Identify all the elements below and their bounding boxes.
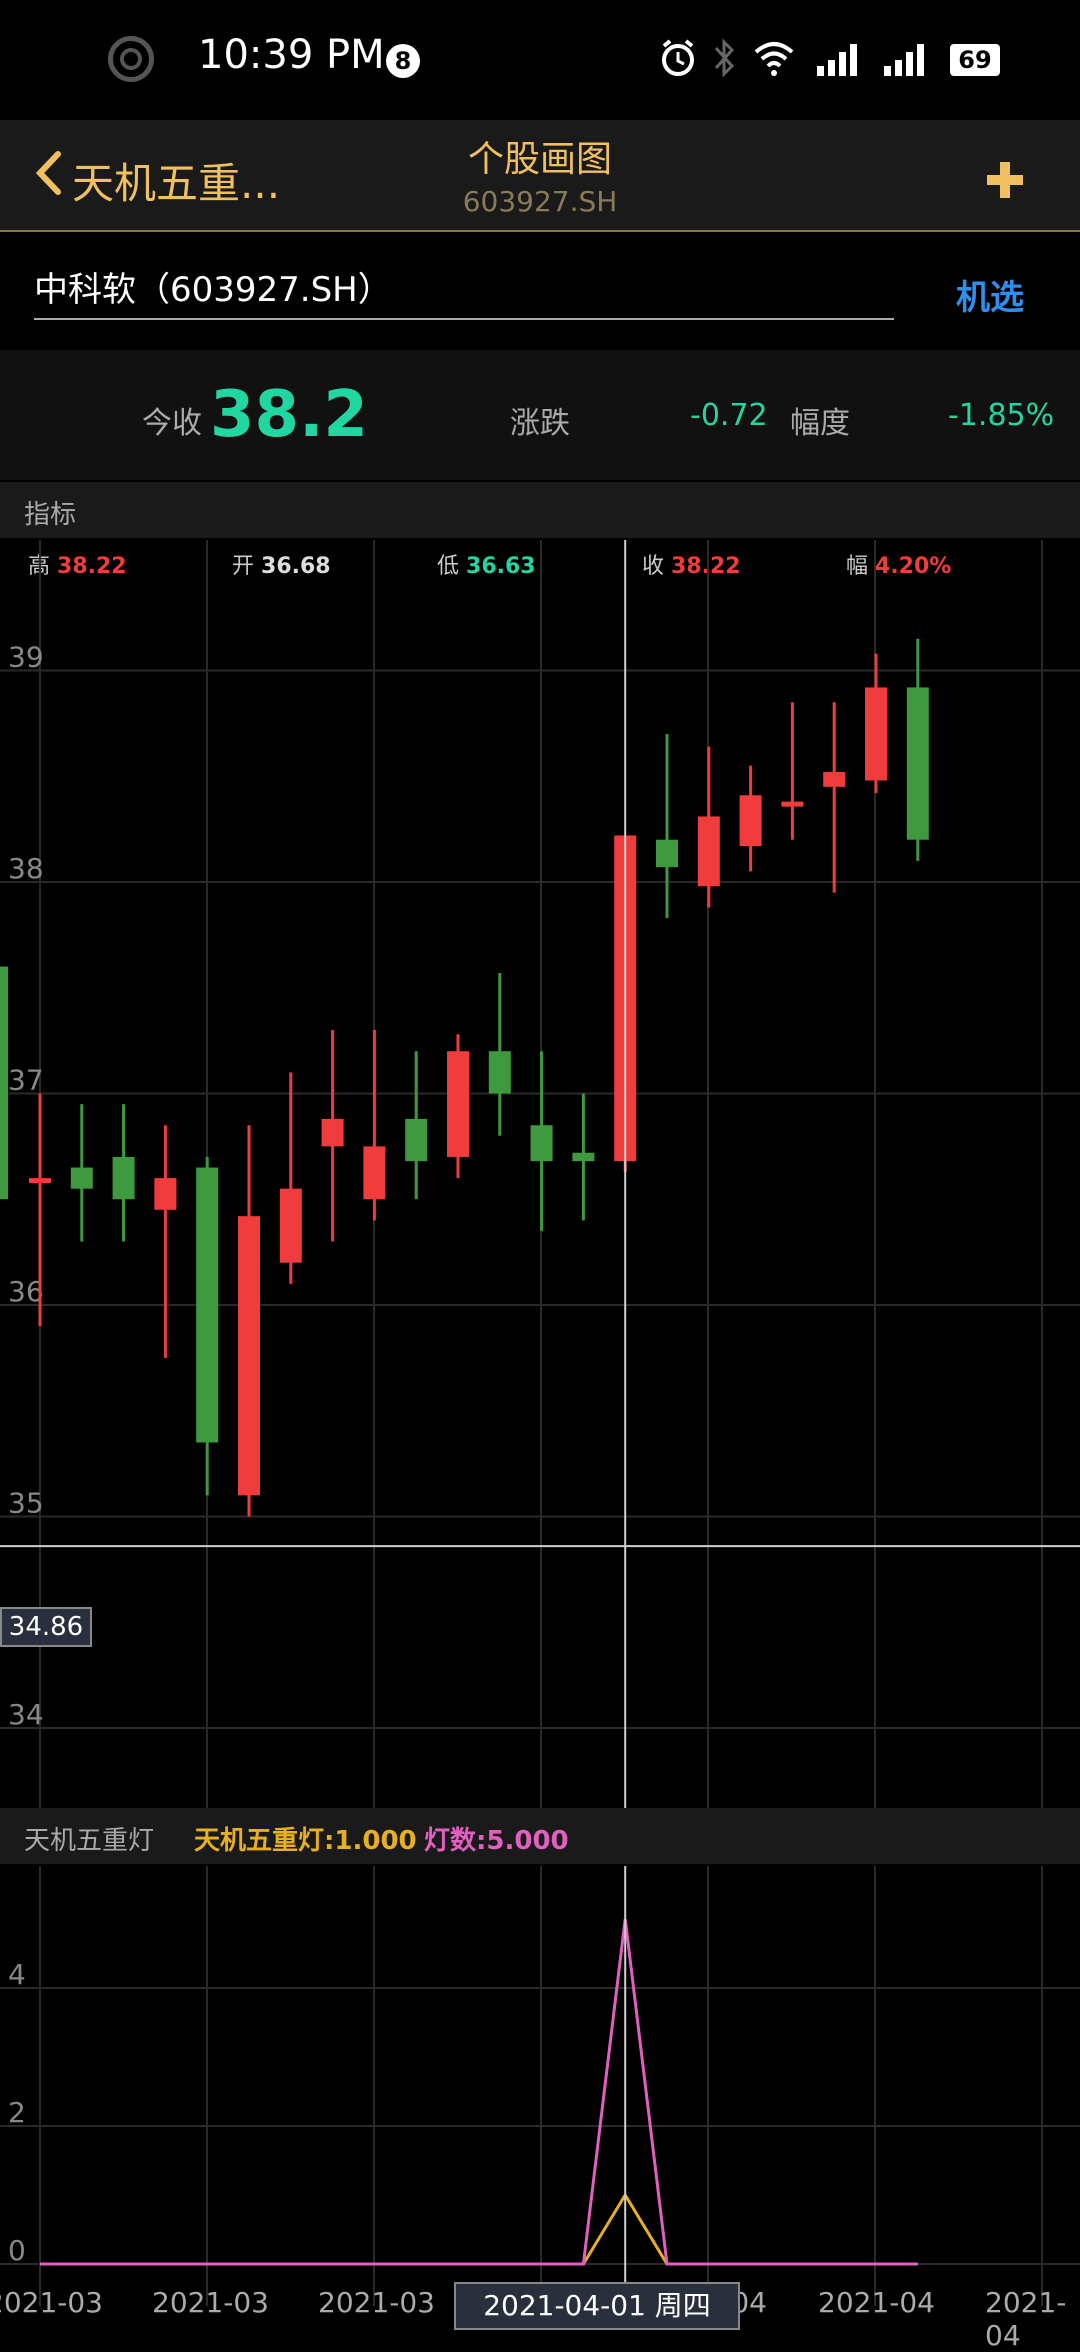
info-high-value: 38.22 [57,554,127,579]
candle-body [530,1125,553,1162]
info-low-label: 低 [437,554,460,579]
auto-pick-button[interactable]: 机选 [956,278,1024,318]
candle-body [823,772,846,787]
x-axis: 2021-03 2021-03 2021-03 2021-04 2021-04 … [0,2272,1080,2352]
candle-body [572,1152,595,1162]
y-tick-label: 38 [8,852,44,885]
back-arrow-icon[interactable] [34,150,64,207]
y-tick-label: 35 [8,1487,44,1520]
indicator-header[interactable]: 指标 [0,482,1080,538]
candle-body [363,1146,386,1200]
info-high: 高 38.22 [28,548,127,580]
change-value: -0.72 [690,398,768,433]
candle-body [697,816,720,887]
candle-body [488,1051,511,1094]
candle-body [447,1051,469,1157]
x-label: 2021-03 [318,2286,435,2319]
nav-bar: 天机五重... 个股画图 603927.SH [0,120,1080,232]
page-title: 个股画图 [467,139,612,180]
signal-icon-2 [882,40,936,80]
sub-indicator-header: 天机五重灯 天机五重灯:1.000 灯数:5.000 [0,1808,1080,1864]
info-open-label: 开 [232,554,255,579]
y-tick-label: 34 [8,1698,44,1731]
range-value: -1.85% [948,398,1055,433]
info-close-label: 收 [642,554,665,579]
bluetooth-icon [712,38,738,82]
candle-body [321,1118,344,1147]
y-tick-label: 2 [8,2096,26,2129]
info-open: 开 36.68 [232,548,331,580]
signal-icon-1 [815,40,865,80]
back-button-label[interactable]: 天机五重... [72,159,281,208]
candle-body [739,795,762,847]
candle-body [0,966,8,1200]
candle-body [781,801,804,807]
plus-icon[interactable] [985,138,1025,214]
stock-search-input[interactable]: 中科软（603927.SH） [34,262,894,320]
indicator-chart[interactable]: 0 2 4 [0,1866,1080,2306]
wifi-icon [752,38,796,82]
x-label: 2021-03 [152,2286,269,2319]
y-tick-label: 0 [8,2234,26,2267]
close-value: 38.2 [210,378,368,452]
sub-indicator-name: 天机五重灯 [24,1826,155,1856]
x-label: 2021-04 [818,2286,935,2319]
candle-body [906,687,929,840]
change-label: 涨跌 [510,406,570,441]
series-line [40,1918,918,2266]
indicator-header-label: 指标 [24,500,77,530]
info-low-value: 36.63 [466,554,536,579]
x-label: 2021-03 [0,2286,103,2319]
candle-body [865,687,887,781]
crosshair-price-label: 34.86 [0,1607,92,1647]
y-tick-label: 36 [8,1275,44,1308]
battery-icon: 69 [950,44,1000,76]
candle-body [238,1216,260,1496]
status-bar: 10:39 PM 8 69 [0,0,1080,120]
candlestick-chart[interactable]: 34 35 36 37 38 39 [0,540,1080,1808]
candle-body [70,1167,93,1189]
range-label: 幅度 [790,406,850,441]
candle-body [279,1188,302,1263]
info-open-value: 36.68 [261,554,331,579]
record-icon [108,36,154,82]
series-line [40,2192,918,2266]
sub-indicator-line2: 灯数:5.000 [424,1826,569,1856]
info-amp-value: 4.20% [875,554,952,579]
page-subtitle: 603927.SH [462,185,618,218]
alarm-icon [660,38,696,82]
info-close-value: 38.22 [671,554,741,579]
y-tick-label: 4 [8,1958,26,1991]
status-time: 10:39 PM [198,32,385,78]
candle-body [112,1156,135,1200]
candle-body [196,1167,219,1443]
info-amp: 幅 4.20% [846,548,951,580]
y-tick-label: 37 [8,1064,44,1097]
candle-body [656,839,678,868]
candle-body [29,1178,51,1184]
info-low: 低 36.63 [437,548,536,580]
stock-search-row: 中科软（603927.SH） 机选 [0,232,1080,350]
crosshair-date-label: 2021-04-01 周四 [454,2282,740,2330]
info-close: 收 38.22 [642,548,741,580]
candle-body [405,1118,428,1162]
x-label: 2021-04 [985,2286,1067,2352]
candle-body [154,1178,177,1210]
sub-indicator-line1: 天机五重灯:1.000 [194,1826,417,1856]
close-label: 今收 [142,406,202,441]
y-tick-label: 39 [8,641,44,674]
info-amp-label: 幅 [846,554,869,579]
quote-summary: 今收 38.2 涨跌 -0.72 幅度 -1.85% [0,350,1080,480]
notification-badge: 8 [386,44,420,78]
